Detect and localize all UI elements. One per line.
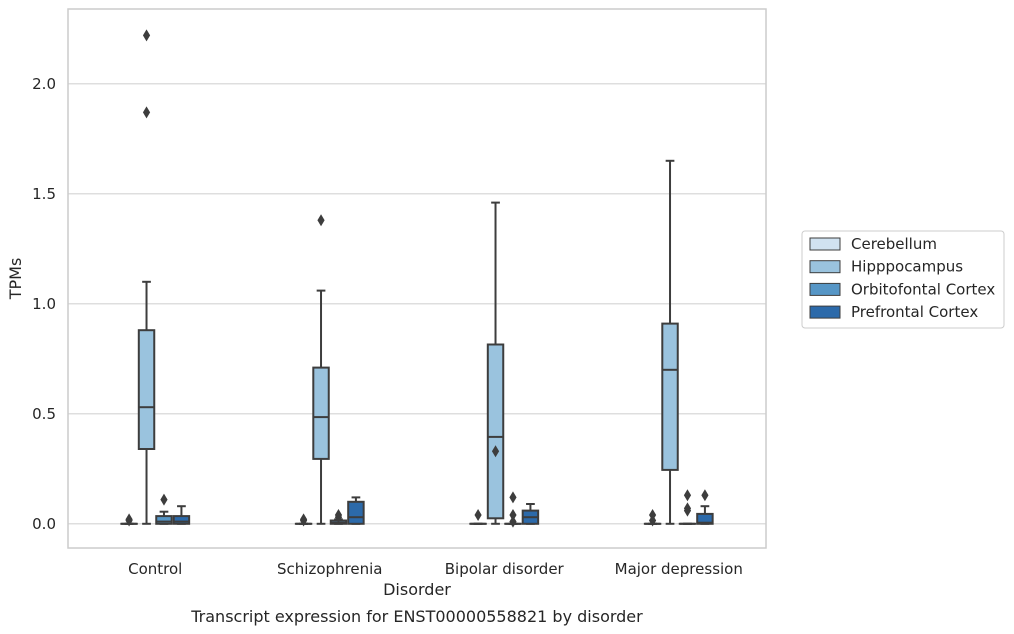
box-group	[347, 496, 365, 525]
box-marks	[120, 29, 714, 528]
outlier-point	[317, 214, 325, 227]
outlier-point	[701, 489, 709, 502]
box-group	[678, 489, 697, 525]
x-tick-label: Schizophrenia	[277, 560, 382, 578]
tick-labels: 0.0 0.5 1.0 1.5 2.0 Control Schizophrenia Bipol…	[32, 75, 743, 578]
box-group	[643, 509, 662, 527]
legend-swatch	[809, 237, 841, 251]
box-group	[661, 159, 679, 525]
box-group	[696, 489, 714, 525]
box-iqr	[155, 515, 173, 525]
outlier-point	[509, 509, 517, 521]
box-iqr	[696, 512, 714, 525]
y-axis-title: TPMs	[6, 258, 25, 301]
box-group	[172, 505, 191, 525]
box-iqr	[137, 329, 156, 451]
box-group	[486, 201, 505, 525]
legend-frame	[801, 230, 1005, 329]
outlier-point	[142, 106, 151, 119]
plot-area-frame	[67, 8, 767, 549]
box-group	[329, 509, 348, 525]
outlier-point	[648, 514, 657, 527]
box-group	[294, 513, 313, 527]
legend-label: Prefrontal Cortex	[851, 303, 978, 321]
outlier-point	[683, 504, 692, 517]
outlier-point	[334, 511, 343, 524]
box-group	[155, 493, 173, 525]
outlier-point	[509, 491, 517, 504]
outlier-point	[160, 493, 168, 506]
x-tick-label: Bipolar disorder	[445, 560, 565, 578]
box-iqr	[486, 343, 505, 520]
x-axis-title: Disorder	[383, 580, 451, 599]
legend-label: Cerebellum	[851, 235, 937, 253]
legend-swatch	[809, 260, 841, 274]
box-group	[312, 214, 330, 525]
box-group	[521, 503, 540, 525]
legend-label: Hipppocampus	[851, 258, 963, 276]
outlier-point	[142, 29, 151, 42]
x-tick-label: Control	[128, 560, 182, 578]
box-iqr	[347, 500, 365, 525]
y-tick-label: 0.5	[32, 405, 56, 423]
y-tick-label: 1.5	[32, 185, 56, 203]
x-tick-label: Major depression	[615, 560, 743, 578]
legend: Cerebellum Hipppocampus Orbitofontal Corte…	[801, 230, 1005, 329]
y-tick-label: 1.0	[32, 295, 56, 313]
legend-swatch	[809, 282, 841, 296]
outlier-point	[299, 514, 308, 527]
outlier-point	[125, 514, 133, 527]
chart-caption: Transcript expression for ENST0000055882…	[190, 607, 643, 626]
box-iqr	[172, 515, 191, 525]
outlier-point	[683, 489, 692, 502]
box-group	[469, 509, 487, 525]
box-iqr	[661, 322, 679, 471]
outlier-point	[491, 445, 500, 458]
outlier-point	[509, 515, 517, 528]
box-group	[120, 513, 138, 527]
legend-label: Orbitofontal Cortex	[851, 280, 995, 298]
y-tick-label: 0.0	[32, 515, 56, 533]
legend-swatch	[809, 305, 841, 319]
box-iqr	[312, 366, 330, 460]
outlier-point	[474, 509, 482, 521]
y-tick-label: 2.0	[32, 75, 56, 93]
box-group	[504, 491, 522, 528]
box-group	[137, 29, 156, 525]
